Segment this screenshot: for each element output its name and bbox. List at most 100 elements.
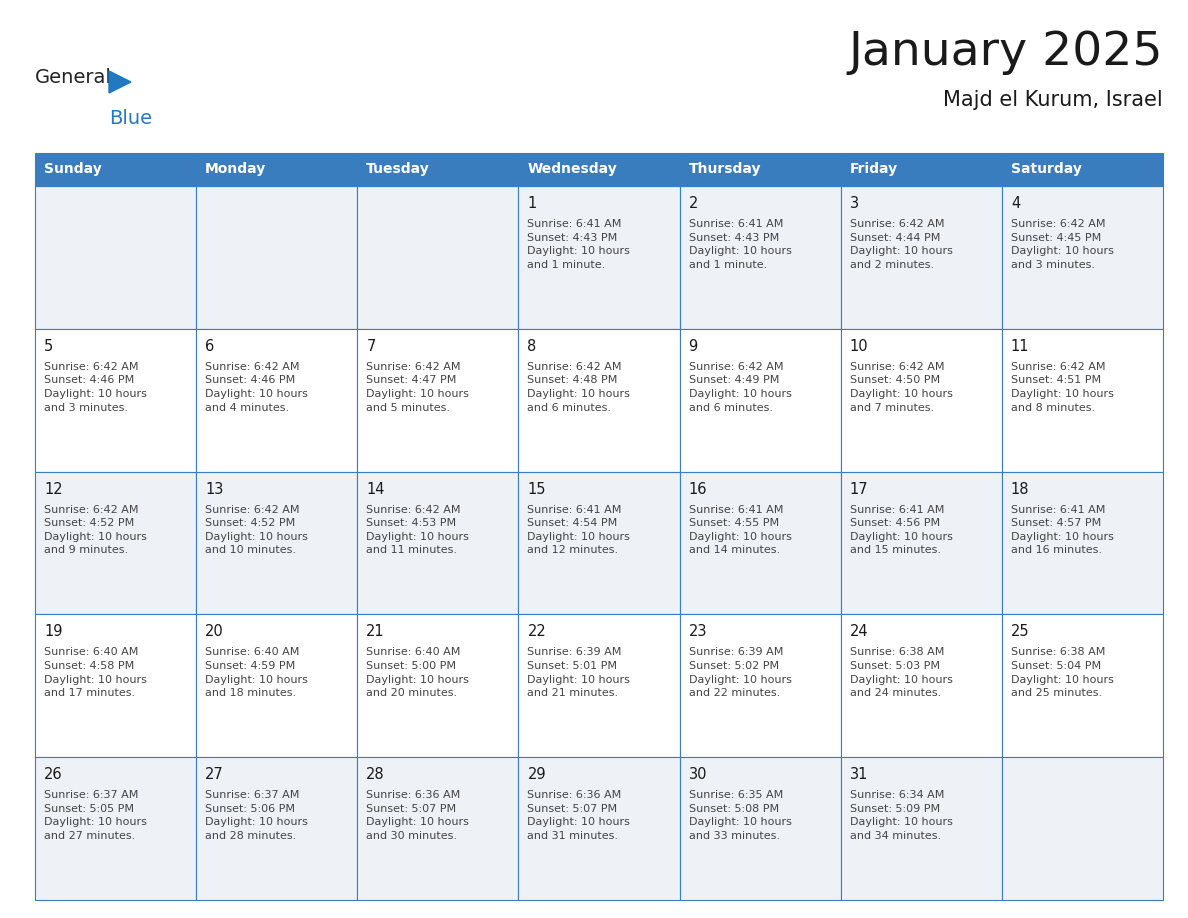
Text: Sunrise: 6:36 AM
Sunset: 5:07 PM
Daylight: 10 hours
and 31 minutes.: Sunrise: 6:36 AM Sunset: 5:07 PM Dayligh… <box>527 790 631 841</box>
Bar <box>34 614 196 757</box>
Text: 4: 4 <box>1011 196 1020 211</box>
Text: 15: 15 <box>527 482 546 497</box>
Text: 23: 23 <box>689 624 707 640</box>
Text: January 2025: January 2025 <box>848 30 1163 75</box>
Text: 29: 29 <box>527 767 546 782</box>
Text: 7: 7 <box>366 339 375 353</box>
Bar <box>358 757 518 900</box>
Bar <box>358 153 518 186</box>
Bar <box>358 329 518 472</box>
Bar <box>34 153 196 186</box>
Text: Sunrise: 6:37 AM
Sunset: 5:05 PM
Daylight: 10 hours
and 27 minutes.: Sunrise: 6:37 AM Sunset: 5:05 PM Dayligh… <box>44 790 147 841</box>
Text: 12: 12 <box>44 482 63 497</box>
Text: Blue: Blue <box>109 109 152 128</box>
Bar <box>680 329 841 472</box>
Text: Sunrise: 6:42 AM
Sunset: 4:46 PM
Daylight: 10 hours
and 4 minutes.: Sunrise: 6:42 AM Sunset: 4:46 PM Dayligh… <box>206 362 308 412</box>
Bar <box>680 472 841 614</box>
Text: 1: 1 <box>527 196 537 211</box>
Bar <box>841 614 1001 757</box>
Text: Tuesday: Tuesday <box>366 162 430 176</box>
Text: Sunrise: 6:42 AM
Sunset: 4:46 PM
Daylight: 10 hours
and 3 minutes.: Sunrise: 6:42 AM Sunset: 4:46 PM Dayligh… <box>44 362 147 412</box>
Bar <box>358 472 518 614</box>
Text: Sunrise: 6:42 AM
Sunset: 4:52 PM
Daylight: 10 hours
and 10 minutes.: Sunrise: 6:42 AM Sunset: 4:52 PM Dayligh… <box>206 505 308 555</box>
Bar <box>1001 757 1163 900</box>
Text: Sunrise: 6:40 AM
Sunset: 5:00 PM
Daylight: 10 hours
and 20 minutes.: Sunrise: 6:40 AM Sunset: 5:00 PM Dayligh… <box>366 647 469 699</box>
Bar <box>196 472 358 614</box>
Text: 28: 28 <box>366 767 385 782</box>
Text: Wednesday: Wednesday <box>527 162 618 176</box>
Text: 13: 13 <box>206 482 223 497</box>
Bar <box>841 757 1001 900</box>
Bar <box>1001 472 1163 614</box>
Text: Majd el Kurum, Israel: Majd el Kurum, Israel <box>943 90 1163 110</box>
Text: Sunrise: 6:41 AM
Sunset: 4:43 PM
Daylight: 10 hours
and 1 minute.: Sunrise: 6:41 AM Sunset: 4:43 PM Dayligh… <box>689 219 791 270</box>
Text: Sunrise: 6:41 AM
Sunset: 4:56 PM
Daylight: 10 hours
and 15 minutes.: Sunrise: 6:41 AM Sunset: 4:56 PM Dayligh… <box>849 505 953 555</box>
Bar <box>841 153 1001 186</box>
Bar <box>196 614 358 757</box>
Bar <box>1001 614 1163 757</box>
Text: Sunrise: 6:37 AM
Sunset: 5:06 PM
Daylight: 10 hours
and 28 minutes.: Sunrise: 6:37 AM Sunset: 5:06 PM Dayligh… <box>206 790 308 841</box>
Bar <box>518 757 680 900</box>
Text: Saturday: Saturday <box>1011 162 1082 176</box>
Text: Sunrise: 6:42 AM
Sunset: 4:45 PM
Daylight: 10 hours
and 3 minutes.: Sunrise: 6:42 AM Sunset: 4:45 PM Dayligh… <box>1011 219 1113 270</box>
Bar <box>196 757 358 900</box>
Bar <box>358 614 518 757</box>
Bar <box>680 614 841 757</box>
Text: 31: 31 <box>849 767 868 782</box>
Text: 2: 2 <box>689 196 697 211</box>
Bar <box>841 472 1001 614</box>
Bar <box>680 186 841 329</box>
Text: General: General <box>34 68 112 87</box>
Bar <box>358 186 518 329</box>
Text: 19: 19 <box>44 624 63 640</box>
Text: Sunrise: 6:42 AM
Sunset: 4:51 PM
Daylight: 10 hours
and 8 minutes.: Sunrise: 6:42 AM Sunset: 4:51 PM Dayligh… <box>1011 362 1113 412</box>
Text: Sunrise: 6:41 AM
Sunset: 4:54 PM
Daylight: 10 hours
and 12 minutes.: Sunrise: 6:41 AM Sunset: 4:54 PM Dayligh… <box>527 505 631 555</box>
Text: 14: 14 <box>366 482 385 497</box>
Text: 20: 20 <box>206 624 223 640</box>
Text: Sunrise: 6:40 AM
Sunset: 4:59 PM
Daylight: 10 hours
and 18 minutes.: Sunrise: 6:40 AM Sunset: 4:59 PM Dayligh… <box>206 647 308 699</box>
Text: Sunrise: 6:42 AM
Sunset: 4:52 PM
Daylight: 10 hours
and 9 minutes.: Sunrise: 6:42 AM Sunset: 4:52 PM Dayligh… <box>44 505 147 555</box>
Bar <box>34 329 196 472</box>
Text: Sunrise: 6:36 AM
Sunset: 5:07 PM
Daylight: 10 hours
and 30 minutes.: Sunrise: 6:36 AM Sunset: 5:07 PM Dayligh… <box>366 790 469 841</box>
Bar <box>680 153 841 186</box>
Text: 8: 8 <box>527 339 537 353</box>
Text: 16: 16 <box>689 482 707 497</box>
Text: Sunrise: 6:38 AM
Sunset: 5:04 PM
Daylight: 10 hours
and 25 minutes.: Sunrise: 6:38 AM Sunset: 5:04 PM Dayligh… <box>1011 647 1113 699</box>
Bar <box>34 757 196 900</box>
Text: 25: 25 <box>1011 624 1030 640</box>
Text: 10: 10 <box>849 339 868 353</box>
Bar <box>1001 153 1163 186</box>
Text: Sunrise: 6:35 AM
Sunset: 5:08 PM
Daylight: 10 hours
and 33 minutes.: Sunrise: 6:35 AM Sunset: 5:08 PM Dayligh… <box>689 790 791 841</box>
Text: Sunrise: 6:42 AM
Sunset: 4:47 PM
Daylight: 10 hours
and 5 minutes.: Sunrise: 6:42 AM Sunset: 4:47 PM Dayligh… <box>366 362 469 412</box>
Text: 22: 22 <box>527 624 546 640</box>
Text: Sunrise: 6:34 AM
Sunset: 5:09 PM
Daylight: 10 hours
and 34 minutes.: Sunrise: 6:34 AM Sunset: 5:09 PM Dayligh… <box>849 790 953 841</box>
Text: Sunday: Sunday <box>44 162 102 176</box>
Text: Sunrise: 6:41 AM
Sunset: 4:57 PM
Daylight: 10 hours
and 16 minutes.: Sunrise: 6:41 AM Sunset: 4:57 PM Dayligh… <box>1011 505 1113 555</box>
Text: Sunrise: 6:41 AM
Sunset: 4:55 PM
Daylight: 10 hours
and 14 minutes.: Sunrise: 6:41 AM Sunset: 4:55 PM Dayligh… <box>689 505 791 555</box>
Bar <box>196 329 358 472</box>
Text: Sunrise: 6:42 AM
Sunset: 4:50 PM
Daylight: 10 hours
and 7 minutes.: Sunrise: 6:42 AM Sunset: 4:50 PM Dayligh… <box>849 362 953 412</box>
Text: Friday: Friday <box>849 162 898 176</box>
Text: 21: 21 <box>366 624 385 640</box>
Text: Sunrise: 6:41 AM
Sunset: 4:43 PM
Daylight: 10 hours
and 1 minute.: Sunrise: 6:41 AM Sunset: 4:43 PM Dayligh… <box>527 219 631 270</box>
Bar <box>518 186 680 329</box>
Text: 24: 24 <box>849 624 868 640</box>
Text: 5: 5 <box>44 339 53 353</box>
Text: Thursday: Thursday <box>689 162 762 176</box>
Text: 30: 30 <box>689 767 707 782</box>
Text: 26: 26 <box>44 767 63 782</box>
Bar <box>518 472 680 614</box>
Bar <box>518 153 680 186</box>
Text: Sunrise: 6:42 AM
Sunset: 4:48 PM
Daylight: 10 hours
and 6 minutes.: Sunrise: 6:42 AM Sunset: 4:48 PM Dayligh… <box>527 362 631 412</box>
Bar <box>196 186 358 329</box>
Text: 3: 3 <box>849 196 859 211</box>
Text: Sunrise: 6:42 AM
Sunset: 4:44 PM
Daylight: 10 hours
and 2 minutes.: Sunrise: 6:42 AM Sunset: 4:44 PM Dayligh… <box>849 219 953 270</box>
Text: 9: 9 <box>689 339 697 353</box>
Text: Sunrise: 6:40 AM
Sunset: 4:58 PM
Daylight: 10 hours
and 17 minutes.: Sunrise: 6:40 AM Sunset: 4:58 PM Dayligh… <box>44 647 147 699</box>
Bar <box>518 329 680 472</box>
Text: Sunrise: 6:42 AM
Sunset: 4:49 PM
Daylight: 10 hours
and 6 minutes.: Sunrise: 6:42 AM Sunset: 4:49 PM Dayligh… <box>689 362 791 412</box>
Bar <box>680 757 841 900</box>
Text: 11: 11 <box>1011 339 1029 353</box>
Bar <box>1001 186 1163 329</box>
Bar <box>196 153 358 186</box>
